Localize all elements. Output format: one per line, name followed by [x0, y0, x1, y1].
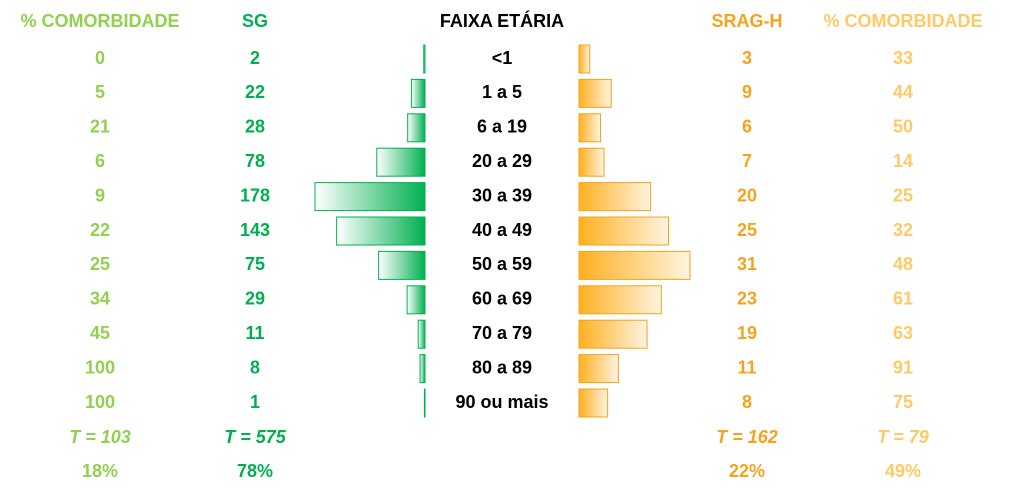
cell: 25: [893, 185, 913, 205]
cell: 32: [893, 220, 913, 240]
sg-bar: [423, 388, 426, 418]
srag-bar: [578, 216, 670, 246]
sg-bar: [410, 78, 426, 108]
srag-bar: [578, 113, 601, 143]
cell: 143: [240, 220, 270, 240]
cell: 22: [245, 82, 265, 102]
cell: 90 ou mais: [455, 392, 548, 412]
percent: 49%: [885, 461, 921, 481]
cell: 9: [95, 185, 105, 205]
sg-bar: [376, 147, 426, 177]
sg-bar: [419, 354, 426, 384]
cell: 63: [893, 323, 913, 343]
cell: 2: [250, 48, 260, 68]
cell: 0: [95, 48, 105, 68]
cell: 9: [742, 82, 752, 102]
cell: 100: [85, 357, 115, 377]
cell: 21: [90, 117, 110, 137]
cell: 6: [95, 151, 105, 171]
cell: 8: [742, 392, 752, 412]
total: T = 575: [224, 427, 287, 447]
total: T = 162: [716, 427, 778, 447]
sg-bar: [406, 285, 426, 315]
cell: 44: [893, 82, 913, 102]
cell: 28: [245, 117, 265, 137]
cell: 60 a 69: [472, 289, 532, 309]
cell: 3: [742, 48, 752, 68]
sg-bar: [378, 250, 426, 280]
srag-bar: [578, 250, 691, 280]
percent: 78%: [237, 461, 273, 481]
cell: 31: [737, 254, 757, 274]
column-header: FAIXA ETÁRIA: [440, 10, 564, 31]
cell: 20 a 29: [472, 151, 532, 171]
cell: 75: [893, 392, 913, 412]
cell: 6: [742, 117, 752, 137]
cell: 50: [893, 117, 913, 137]
sg-bar: [314, 182, 426, 212]
cell: 91: [893, 357, 913, 377]
cell: 61: [893, 289, 913, 309]
cell: 22: [90, 220, 110, 240]
column-header: SG: [242, 11, 268, 31]
cell: 14: [893, 151, 913, 171]
cell: 11: [245, 323, 264, 343]
cell: 5: [95, 82, 105, 102]
cell: 29: [245, 289, 265, 309]
srag-bar: [578, 147, 605, 177]
cell: 70 a 79: [472, 323, 532, 343]
total: T = 103: [69, 427, 131, 447]
cell: 1 a 5: [482, 82, 522, 102]
column-header: SRAG-H: [712, 11, 783, 31]
srag-bar: [578, 354, 619, 384]
cell: 23: [737, 289, 757, 309]
cell: 45: [90, 323, 110, 343]
cell: 1: [250, 392, 260, 412]
cell: 25: [90, 254, 110, 274]
percent: 22%: [729, 461, 765, 481]
cell: 48: [893, 254, 913, 274]
cell: 100: [85, 392, 115, 412]
cell: 30 a 39: [472, 185, 532, 205]
cell: 20: [737, 185, 757, 205]
srag-bar: [578, 285, 662, 315]
percent: 18%: [82, 461, 118, 481]
total: T = 79: [877, 427, 929, 447]
srag-bar: [578, 44, 591, 74]
cell: <1: [492, 48, 513, 68]
srag-bar: [578, 182, 652, 212]
cell: 78: [245, 151, 265, 171]
sg-bar: [407, 113, 426, 143]
cell: 75: [245, 254, 265, 274]
cell: 33: [893, 48, 913, 68]
cell: 8: [250, 357, 260, 377]
srag-bar: [578, 78, 612, 108]
cell: 7: [742, 151, 752, 171]
column-header: % COMORBIDADE: [823, 11, 982, 31]
cell: 25: [737, 220, 757, 240]
srag-bar: [578, 388, 609, 418]
sg-bar: [417, 319, 426, 349]
cell: 50 a 59: [472, 254, 532, 274]
cell: 80 a 89: [472, 357, 532, 377]
column-header: % COMORBIDADE: [20, 11, 179, 31]
cell: 11: [737, 357, 756, 377]
srag-bar: [578, 319, 648, 349]
sg-bar: [336, 216, 426, 246]
cell: 40 a 49: [472, 220, 532, 240]
cell: 34: [90, 289, 110, 309]
sg-bar: [423, 44, 426, 74]
cell: 6 a 19: [477, 117, 527, 137]
cell: 19: [737, 323, 757, 343]
cell: 178: [240, 185, 270, 205]
